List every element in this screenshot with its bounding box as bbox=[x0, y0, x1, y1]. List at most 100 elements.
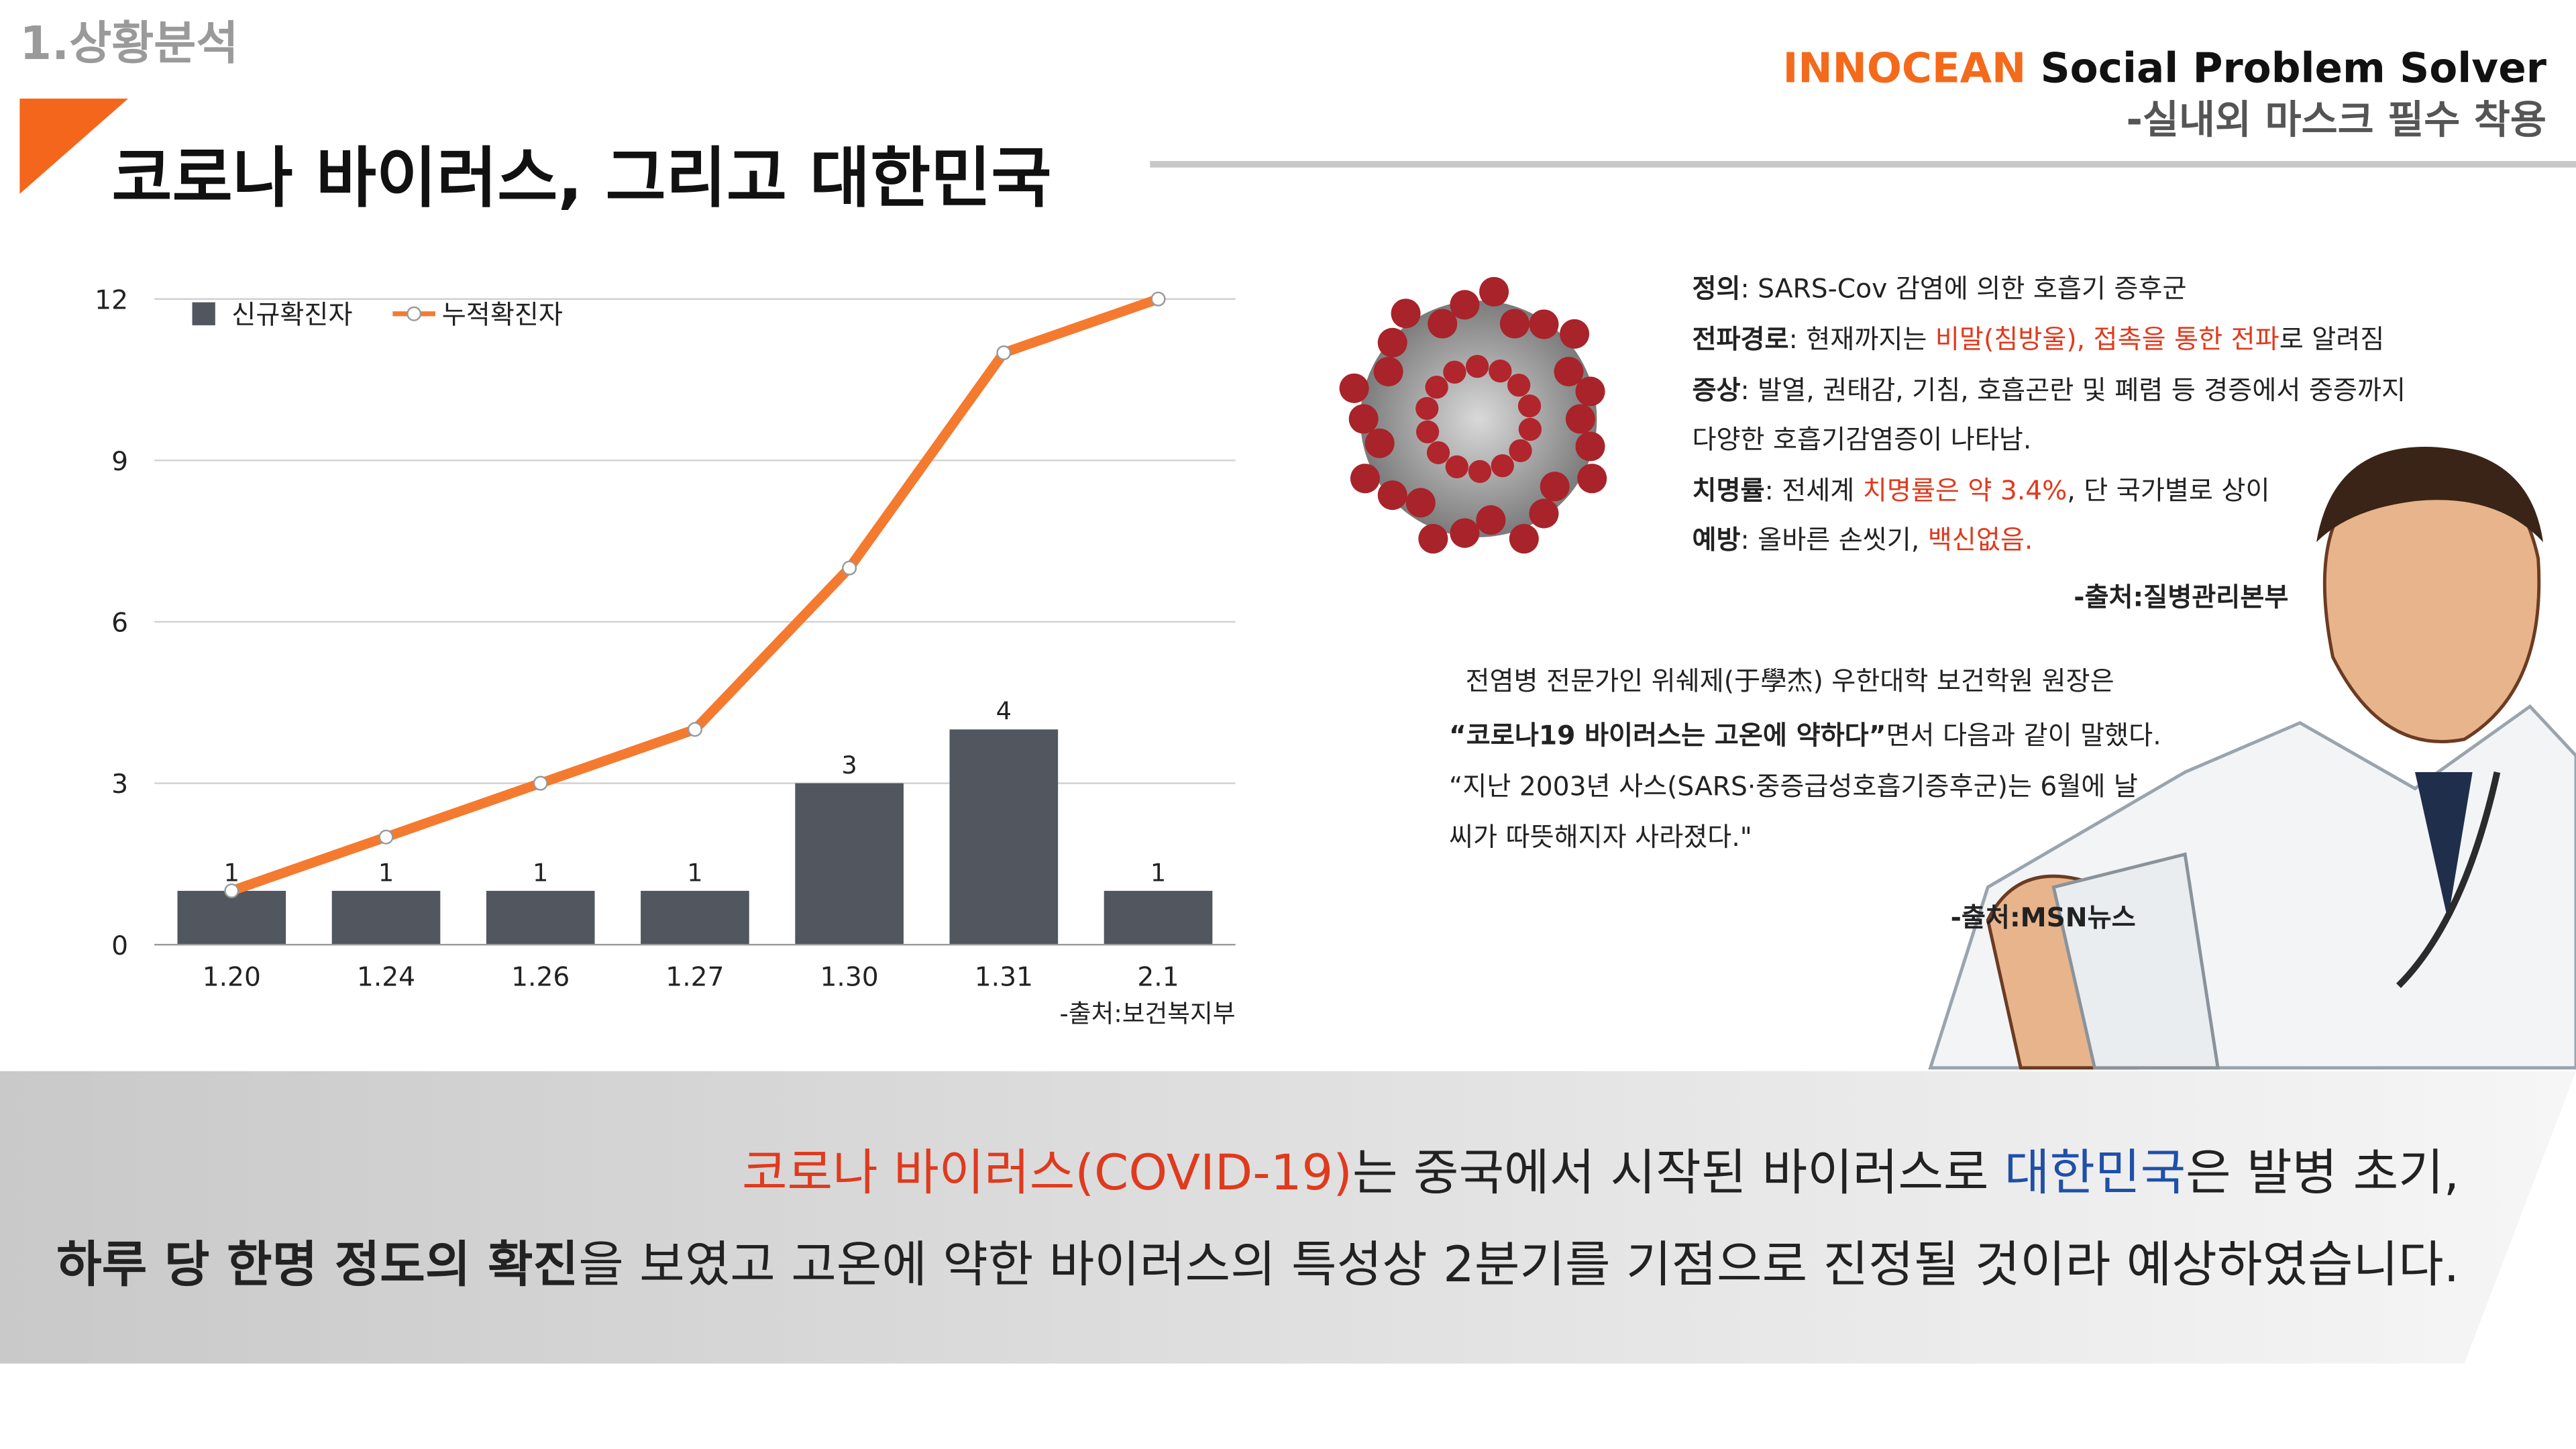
info-text: : 올바른 손씻기, bbox=[1741, 525, 1928, 555]
info-text: : 발열, 권태감, 기침, 호흡곤란 및 폐렴 등 경증에서 중증까지 bbox=[1741, 376, 2406, 406]
spike bbox=[1479, 276, 1509, 307]
line-marker bbox=[996, 345, 1012, 360]
quote-line: “코로나19 바이러스는 고온에 약하다”면서 다음과 같이 말했다. bbox=[1449, 720, 2161, 751]
info-text: 비말(침방울), 접촉을 통한 전파 bbox=[1935, 325, 2279, 355]
quote-line: “지난 2003년 사스(SARS·중증급성호흡기증후군)는 6월에 날 bbox=[1449, 771, 2138, 802]
spike bbox=[1415, 420, 1440, 443]
line-marker bbox=[224, 883, 239, 898]
legend-swatch bbox=[192, 302, 215, 325]
line-marker bbox=[533, 775, 548, 791]
data-label: 1 bbox=[1150, 858, 1166, 887]
info-line: 정의: SARS-Cov 감염에 의한 호흡기 증후군 bbox=[1692, 274, 2186, 304]
highlight: 코로나 바이러스(COVID-19) bbox=[742, 1144, 1352, 1201]
y-tick-label: 0 bbox=[111, 931, 128, 961]
spike bbox=[1575, 431, 1605, 462]
legend-label: 신규확진자 bbox=[231, 300, 352, 330]
spike bbox=[1364, 428, 1395, 458]
spike bbox=[1350, 464, 1380, 494]
spike bbox=[1499, 309, 1529, 339]
y-tick-label: 12 bbox=[95, 285, 128, 315]
section-label: 1.상황분석 bbox=[19, 17, 238, 70]
x-tick-label: 1.20 bbox=[203, 962, 261, 992]
spike bbox=[1425, 375, 1448, 399]
info-text: 다양한 호흡기감염증이 나타남. bbox=[1692, 425, 2031, 455]
accent-triangle bbox=[19, 98, 129, 194]
spike bbox=[1418, 524, 1448, 554]
x-tick-label: 1.26 bbox=[511, 962, 570, 992]
y-tick-label: 3 bbox=[111, 769, 128, 800]
spike bbox=[1468, 460, 1492, 483]
y-tick-label: 6 bbox=[111, 608, 128, 639]
y-tick-label: 9 bbox=[111, 447, 128, 477]
spike bbox=[1518, 417, 1542, 441]
info-text: : 현재까지는 bbox=[1789, 325, 1935, 355]
brand-subtitle: -실내외 마스크 필수 착용 bbox=[2126, 96, 2546, 142]
summary-line: 하루 당 한명 정도의 확진을 보였고 고온에 약한 바이러스의 특성상 2분기… bbox=[56, 1236, 2459, 1293]
info-text: : SARS-Cov 감염에 의한 호흡기 증후군 bbox=[1741, 274, 2187, 304]
spike bbox=[1476, 505, 1506, 535]
x-tick-label: 2.1 bbox=[1137, 962, 1179, 992]
source: -출처:질병관리본부 bbox=[2074, 583, 2288, 613]
quote-text: 전염병 전문가인 위쉐제(于學杰) 우한대학 보건학원 원장은 bbox=[1465, 667, 2114, 697]
legend-label: 누적확진자 bbox=[442, 300, 563, 330]
info-text: 백신없음. bbox=[1928, 525, 2033, 555]
spike bbox=[1339, 373, 1369, 403]
info-line: 치명률: 전세계 치명률은 약 3.4%, 단 국가별로 상이 bbox=[1692, 476, 2269, 506]
data-label: 4 bbox=[996, 697, 1012, 726]
bar bbox=[177, 890, 286, 945]
brand-name: INNOCEAN bbox=[1783, 44, 2027, 92]
spike bbox=[1415, 396, 1439, 421]
spike bbox=[1466, 355, 1489, 378]
data-label: 1 bbox=[687, 858, 702, 887]
text: 은 발병 초기, bbox=[2186, 1144, 2459, 1201]
x-tick-label: 1.24 bbox=[357, 962, 415, 992]
info-label: 치명률 bbox=[1692, 476, 1764, 506]
x-tick-label: 1.31 bbox=[975, 962, 1033, 992]
summary-band bbox=[0, 1071, 2576, 1364]
spike bbox=[1405, 488, 1436, 518]
spike bbox=[1507, 374, 1531, 397]
info-line: 증상: 발열, 권태감, 기침, 호흡곤란 및 폐렴 등 경증에서 중증까지 bbox=[1692, 376, 2406, 406]
spike bbox=[1377, 327, 1407, 358]
brand-tagline: Social Problem Solver bbox=[2026, 44, 2546, 92]
data-label: 3 bbox=[841, 751, 857, 780]
highlight: 하루 당 한명 정도의 확진 bbox=[56, 1236, 578, 1293]
spike bbox=[1565, 404, 1595, 434]
data-label: 1 bbox=[378, 858, 394, 887]
info-line: 전파경로: 현재까지는 비말(침방울), 접촉을 통한 전파로 알려짐 bbox=[1692, 325, 2384, 355]
bar bbox=[331, 890, 441, 945]
line-marker bbox=[842, 560, 857, 576]
bar bbox=[486, 890, 595, 945]
spike bbox=[1377, 480, 1407, 511]
quote-text: 씨가 따뜻해지자 사라졌다." bbox=[1449, 822, 1752, 853]
spike bbox=[1450, 518, 1480, 548]
spike bbox=[1529, 498, 1559, 529]
quote-text: 면서 다음과 같이 말했다. bbox=[1886, 720, 2161, 751]
brand: INNOCEAN Social Problem Solver bbox=[1783, 44, 2547, 92]
info-text: 치명률은 약 3.4% bbox=[1863, 476, 2068, 506]
spike bbox=[1373, 356, 1403, 386]
spike bbox=[1450, 290, 1480, 320]
text: 는 중국에서 시작된 바이러스로 bbox=[1352, 1144, 2004, 1201]
info-line: 다양한 호흡기감염증이 나타남. bbox=[1692, 425, 2031, 455]
spike bbox=[1509, 439, 1532, 462]
bar bbox=[949, 729, 1059, 945]
doctor-illustration bbox=[1928, 446, 2576, 1070]
spike bbox=[1529, 309, 1559, 339]
bar bbox=[641, 890, 749, 945]
spike bbox=[1391, 299, 1421, 329]
spike bbox=[1560, 319, 1590, 349]
quote-line: 전염병 전문가인 위쉐제(于學杰) 우한대학 보건학원 원장은 bbox=[1465, 667, 2114, 697]
legend-swatch bbox=[407, 306, 422, 321]
source: -출처:MSN뉴스 bbox=[1951, 903, 2136, 933]
info-text: , 단 국가별로 상이 bbox=[2067, 476, 2269, 506]
spike bbox=[1428, 309, 1458, 339]
quote-line: 씨가 따뜻해지자 사라졌다." bbox=[1449, 822, 1752, 853]
text: 을 보였고 고온에 약한 바이러스의 특성상 2분기를 기점으로 진정될 것이라… bbox=[578, 1236, 2459, 1293]
x-tick-label: 1.27 bbox=[665, 962, 724, 992]
line-marker bbox=[378, 829, 394, 845]
info-label: 예방 bbox=[1692, 525, 1740, 555]
